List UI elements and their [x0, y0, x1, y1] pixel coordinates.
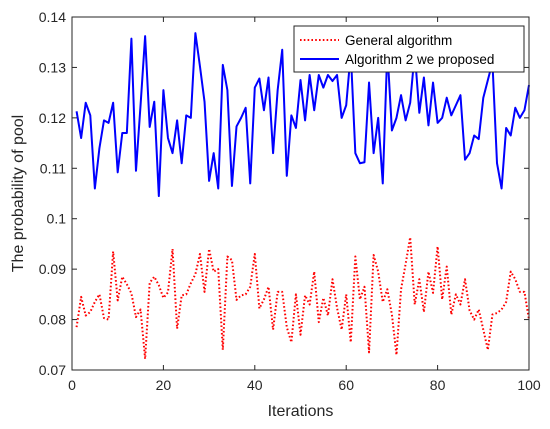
series-line-1 [75, 236, 530, 360]
x-tick-label: 0 [68, 377, 76, 393]
legend-label-1: General algorithm [345, 33, 452, 48]
y-tick-label: 0.1 [47, 211, 67, 227]
y-tick-label: 0.11 [40, 160, 66, 176]
x-axis-label: Iterations [268, 403, 334, 420]
y-axis-label: The probability of pool [10, 115, 27, 272]
legend-label-2: Algorithm 2 we proposed [345, 52, 494, 67]
x-tick-label: 60 [338, 377, 354, 393]
ticks-layer: 0 20 40 60 80 100 0.07 0.08 0.09 0.1 0.11 0.12 0.13 0… [39, 9, 541, 393]
x-tick-label: 40 [247, 377, 263, 393]
y-tick-label: 0.13 [39, 59, 66, 75]
y-tick-label: 0.14 [39, 9, 66, 25]
legend: General algorithm Algorithm 2 we proposed [293, 25, 525, 73]
x-tick-label: 20 [156, 377, 172, 393]
series-layer [75, 32, 530, 360]
x-tick-label: 80 [430, 377, 446, 393]
plot-frame [71, 16, 530, 371]
legend-box [293, 25, 525, 73]
series-line-2 [75, 32, 530, 198]
y-tick-label: 0.09 [39, 261, 66, 277]
y-tick-label: 0.07 [39, 362, 66, 378]
y-tick-label: 0.08 [39, 312, 66, 328]
y-tick-label: 0.12 [39, 110, 66, 126]
x-tick-label: 100 [517, 377, 541, 393]
